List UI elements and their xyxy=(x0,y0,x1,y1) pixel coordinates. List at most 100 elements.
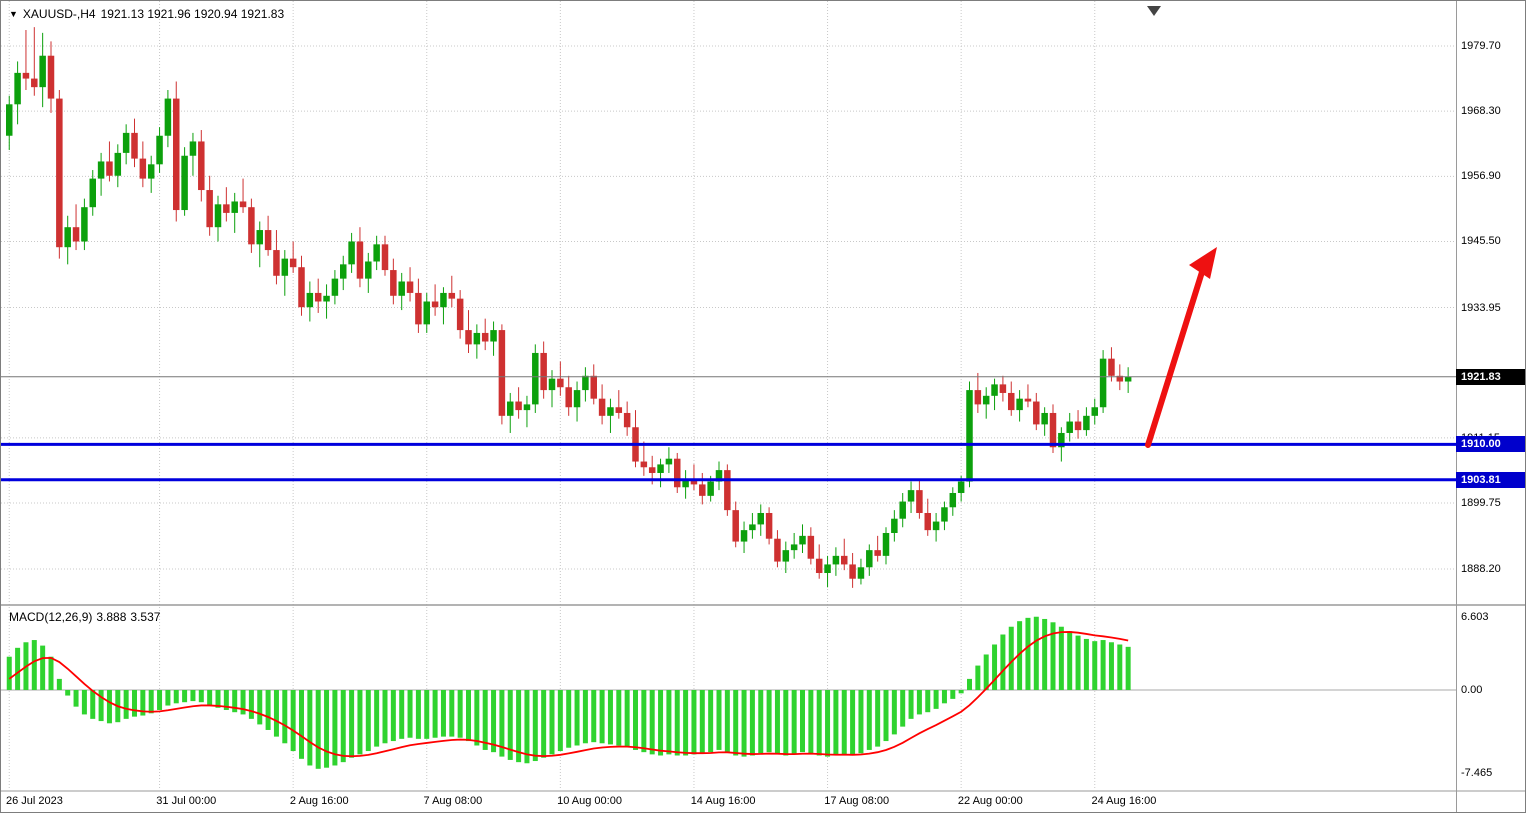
time-axis-label: 22 Aug 00:00 xyxy=(957,795,1023,807)
macd-bar xyxy=(315,690,321,769)
bull-candle xyxy=(966,390,973,482)
macd-bar xyxy=(1075,635,1081,690)
macd-bar xyxy=(1042,618,1048,690)
trend-arrow-shaft[interactable] xyxy=(1145,269,1205,448)
macd-bar xyxy=(574,690,580,746)
bear-candle xyxy=(849,564,856,579)
support-lines[interactable] xyxy=(1,442,1456,482)
chart-shift-marker-icon[interactable] xyxy=(1147,6,1161,16)
macd-bar xyxy=(248,690,254,719)
macd-bar xyxy=(766,690,772,753)
macd-bar xyxy=(1008,626,1014,690)
grid-lines xyxy=(1,1,1456,789)
bear-candle xyxy=(598,398,606,416)
bear-candle xyxy=(448,292,456,299)
bull-candle xyxy=(866,550,873,568)
macd-bar xyxy=(516,690,522,763)
bull-candle xyxy=(949,492,957,508)
bull-candle xyxy=(473,332,481,345)
macd-bar xyxy=(800,690,805,753)
macd-bar xyxy=(56,678,62,690)
macd-bar xyxy=(1050,622,1056,690)
macd-bar xyxy=(992,644,998,690)
bear-candle xyxy=(874,550,881,556)
bear-candle xyxy=(732,510,739,542)
macd-bar xyxy=(1033,616,1039,690)
price-axis-label: 1899.75 xyxy=(1461,496,1501,509)
time-axis[interactable]: 26 Jul 2023 31 Jul 00:00 2 Aug 16:00 7 Aug … xyxy=(1,792,1456,812)
support-price-box: 1910.00 xyxy=(1456,436,1525,453)
macd-bar xyxy=(891,690,897,735)
bull-candle xyxy=(340,264,347,279)
macd-bar xyxy=(699,690,705,754)
macd-bar xyxy=(841,690,847,755)
bear-candle xyxy=(648,467,656,473)
bear-candle xyxy=(841,555,848,565)
macd-bar xyxy=(157,690,163,710)
macd-bar xyxy=(207,690,213,706)
macd-bar xyxy=(1017,621,1023,690)
macd-bar xyxy=(825,690,831,757)
bear-candle xyxy=(139,158,147,179)
bear-candle xyxy=(198,141,205,191)
bull-candle xyxy=(824,564,831,574)
macd-bar xyxy=(290,690,296,752)
macd-bar xyxy=(624,690,630,747)
bull-candle xyxy=(348,241,355,265)
bull-candle xyxy=(122,132,130,153)
macd-bar xyxy=(424,690,430,739)
bear-candle xyxy=(481,332,489,342)
macd-bar xyxy=(532,690,538,762)
macd-bar xyxy=(466,690,471,742)
macd-bar xyxy=(357,690,363,755)
bull-candle xyxy=(373,244,380,262)
bull-candle xyxy=(832,555,840,565)
bull-candle xyxy=(1099,358,1107,408)
bear-candle xyxy=(1024,398,1032,402)
bear-candle xyxy=(356,241,364,279)
trend-arrow-head[interactable] xyxy=(1189,247,1217,279)
bull-candle xyxy=(573,390,581,408)
price-axis-label: 1945.50 xyxy=(1461,235,1501,248)
bear-candle xyxy=(724,470,731,511)
macd-bar xyxy=(349,690,355,758)
time-axis-label: 10 Aug 00:00 xyxy=(557,795,622,807)
macd-bar xyxy=(975,665,981,690)
bear-candle xyxy=(239,201,247,208)
macd-bar xyxy=(90,690,96,719)
macd-bar xyxy=(549,690,555,755)
macd-bar xyxy=(783,690,789,756)
macd-bar xyxy=(683,690,689,756)
macd-bar xyxy=(390,690,396,742)
bear-candle xyxy=(690,478,698,485)
trend-arrow[interactable] xyxy=(1145,247,1217,448)
bull-candle xyxy=(6,104,13,136)
bear-candle xyxy=(381,244,389,271)
bear-candle xyxy=(22,72,30,79)
macd-bar xyxy=(900,690,906,727)
macd-bar xyxy=(132,690,137,717)
macd-bar xyxy=(257,690,263,725)
bear-candle xyxy=(456,298,464,331)
macd-bar xyxy=(198,690,204,703)
price-axis[interactable]: 1979.701968.301956.901945.501933.951911.… xyxy=(1456,1,1525,812)
time-axis-label: 17 Aug 08:00 xyxy=(824,795,890,807)
macd-bar xyxy=(741,690,747,757)
bear-candle xyxy=(807,535,815,559)
bear-candle xyxy=(273,250,280,276)
bull-candle xyxy=(991,384,998,396)
bull-candle xyxy=(1124,376,1132,382)
ohlc-quote-label: 1921.13 1921.96 1920.94 1921.83 xyxy=(100,7,285,21)
bull-candle xyxy=(114,152,122,176)
macd-bar xyxy=(658,690,664,756)
bear-candle xyxy=(498,330,506,416)
support-price-box: 1903.81 xyxy=(1456,471,1525,488)
macd-bar xyxy=(491,690,497,753)
bull-candle xyxy=(64,227,71,248)
macd-bar xyxy=(1108,642,1114,690)
time-axis-label: 24 Aug 16:00 xyxy=(1091,795,1157,807)
macd-bar xyxy=(432,690,438,738)
bear-candle xyxy=(1033,401,1040,425)
macd-bar xyxy=(365,690,371,752)
